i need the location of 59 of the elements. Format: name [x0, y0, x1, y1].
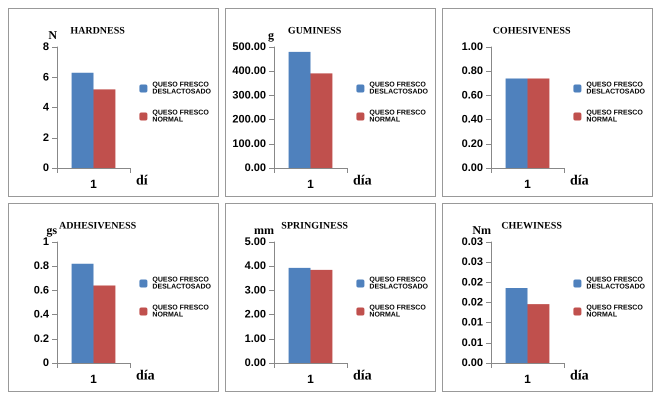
x-tick-label: 1 — [90, 177, 98, 191]
x-axis-title: día — [570, 368, 589, 384]
chart-title: ADHESIVENESS — [58, 220, 137, 232]
y-tick-label: 200.00 — [232, 114, 266, 126]
y-tick-label: 0.20 — [462, 138, 483, 150]
y-tick-label: 0.02 — [462, 276, 483, 288]
x-tick-label: 1 — [307, 372, 314, 386]
y-axis-title: gs — [46, 223, 58, 237]
y-tick-label: 0.60 — [462, 89, 483, 102]
x-tick-label: 1 — [90, 372, 98, 386]
y-tick-label: 0.8 — [34, 260, 49, 272]
chart-title: SPRINGINESS — [281, 220, 348, 232]
x-tick-label: 1 — [524, 372, 532, 386]
y-tick-label: 500.00 — [232, 41, 266, 53]
y-tick-label: 0 — [42, 162, 49, 174]
y-tick-label: 4 — [42, 102, 50, 114]
y-tick-label: 1.00 — [462, 41, 483, 53]
x-tick-label: 1 — [307, 177, 314, 191]
y-tick-label: 0.00 — [462, 162, 483, 174]
y-tick-label: 0.00 — [462, 357, 483, 369]
y-axis-title: mm — [254, 223, 274, 237]
y-axis-title: N — [48, 28, 58, 42]
y-tick-label: 5.00 — [244, 236, 266, 248]
y-tick-label: 300.00 — [232, 89, 266, 102]
y-tick-label: 0.03 — [462, 236, 483, 248]
y-tick-label: 2.00 — [244, 308, 266, 321]
y-axis-title: g — [268, 28, 274, 42]
y-tick-label: 4.00 — [244, 260, 266, 272]
y-tick-label: 0.40 — [462, 114, 483, 126]
y-tick-label: 3.00 — [244, 284, 266, 296]
y-tick-label: 0.00 — [244, 357, 266, 369]
y-tick-label: 1 — [42, 236, 49, 248]
y-tick-label: 0.02 — [462, 296, 483, 308]
y-tick-label: 0.00 — [244, 162, 266, 174]
y-tick-label: 400.00 — [232, 65, 266, 78]
x-tick-label: 1 — [524, 177, 532, 191]
y-tick-label: 0.01 — [462, 316, 483, 329]
y-tick-label: 0.01 — [462, 336, 483, 349]
x-axis-title: dí — [136, 174, 149, 188]
x-axis-title: día — [353, 368, 372, 384]
y-tick-label: 100.00 — [232, 138, 266, 150]
y-tick-label: 0.03 — [462, 256, 483, 268]
y-tick-label: 2 — [42, 132, 49, 144]
y-tick-label: 0.80 — [462, 65, 483, 78]
y-axis-title: Nm — [472, 223, 491, 237]
chart-title: COHESIVENESS — [492, 26, 571, 36]
y-tick-label: 0.4 — [34, 308, 50, 321]
x-axis-title: día — [353, 174, 372, 188]
x-axis-title: día — [136, 368, 155, 384]
y-tick-label: 6 — [42, 71, 49, 84]
chart-title: HARDNESS — [70, 26, 126, 36]
x-axis-title: día — [570, 174, 589, 188]
y-tick-label: 0.6 — [34, 284, 49, 296]
chart-title: GUMINESS — [288, 26, 342, 36]
y-tick-label: 0 — [42, 357, 49, 369]
y-tick-label: 0.2 — [34, 332, 49, 345]
chart-title: CHEWINESS — [501, 220, 562, 232]
y-tick-label: 1.00 — [244, 332, 266, 345]
y-tick-label: 8 — [42, 41, 49, 53]
